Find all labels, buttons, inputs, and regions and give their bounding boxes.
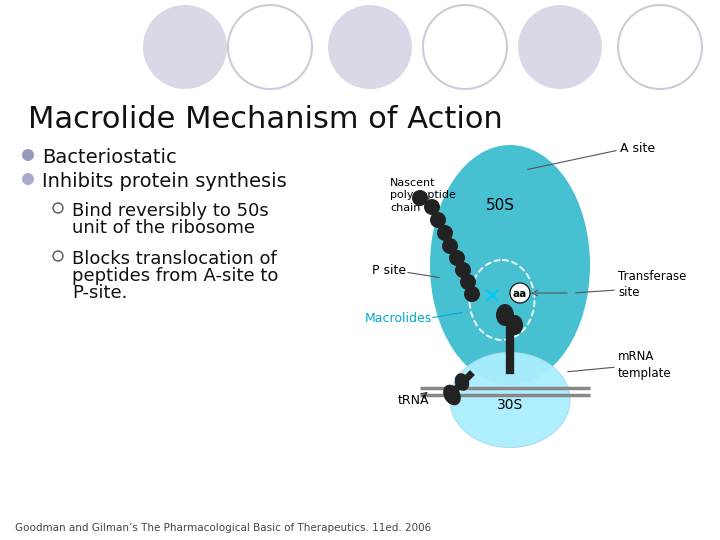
Text: peptides from A-site to: peptides from A-site to <box>72 267 279 285</box>
Text: Bacteriostatic: Bacteriostatic <box>42 148 176 167</box>
Text: Inhibits protein synthesis: Inhibits protein synthesis <box>42 172 287 191</box>
Circle shape <box>430 212 446 228</box>
Circle shape <box>442 238 458 254</box>
Text: Macrolides: Macrolides <box>365 312 432 325</box>
Text: Goodman and Gilman’s The Pharmacological Basic of Therapeutics. 11ed. 2006: Goodman and Gilman’s The Pharmacological… <box>15 523 431 533</box>
Ellipse shape <box>507 315 523 335</box>
Circle shape <box>143 5 227 89</box>
Circle shape <box>53 251 63 261</box>
Circle shape <box>53 203 63 213</box>
Text: ×: × <box>482 285 501 305</box>
Text: Blocks translocation of: Blocks translocation of <box>72 250 276 268</box>
Text: aa: aa <box>513 289 527 299</box>
Ellipse shape <box>455 373 469 391</box>
Ellipse shape <box>450 353 570 448</box>
Text: tRNA: tRNA <box>398 394 430 407</box>
Circle shape <box>464 286 480 302</box>
Text: A site: A site <box>620 141 655 154</box>
Circle shape <box>22 149 34 161</box>
Ellipse shape <box>496 304 514 326</box>
Text: P site: P site <box>372 264 406 276</box>
Text: Macrolide Mechanism of Action: Macrolide Mechanism of Action <box>28 105 503 134</box>
Text: Bind reversibly to 50s: Bind reversibly to 50s <box>72 202 269 220</box>
Text: 30S: 30S <box>497 398 523 412</box>
Circle shape <box>328 5 412 89</box>
Text: 50S: 50S <box>485 198 515 213</box>
Circle shape <box>412 190 428 206</box>
Circle shape <box>455 262 471 278</box>
Circle shape <box>518 5 602 89</box>
Ellipse shape <box>443 384 461 406</box>
Circle shape <box>510 283 530 303</box>
Text: unit of the ribosome: unit of the ribosome <box>72 219 255 237</box>
Text: P-site.: P-site. <box>72 284 127 302</box>
Circle shape <box>449 250 465 266</box>
Circle shape <box>437 225 453 241</box>
Text: mRNA
template: mRNA template <box>618 350 672 380</box>
Ellipse shape <box>430 145 590 385</box>
Circle shape <box>22 173 34 185</box>
Text: Nascent
polypeptide
chain: Nascent polypeptide chain <box>390 178 456 213</box>
Circle shape <box>424 199 440 215</box>
Text: Transferase
site: Transferase site <box>618 271 686 300</box>
Circle shape <box>460 274 476 290</box>
